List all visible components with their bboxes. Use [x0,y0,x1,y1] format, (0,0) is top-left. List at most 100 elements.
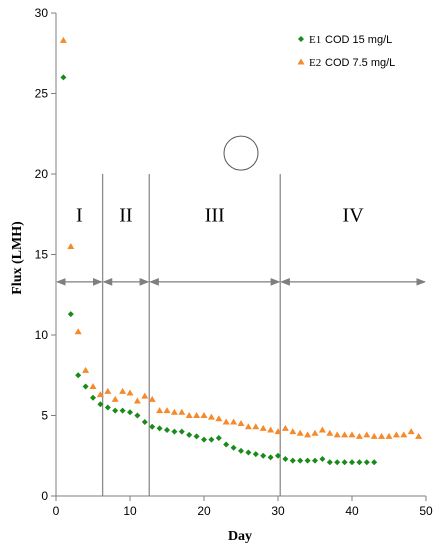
e2-point-6 [96,391,104,398]
e2-point-35 [311,429,319,436]
y-axis-title: Flux (LMH) [10,221,25,295]
e2-point-37 [326,429,334,436]
e1-point-40 [349,459,355,466]
e2-point-28 [259,424,267,431]
e1-point-29 [267,454,274,461]
e2-point-26 [244,423,252,430]
e1-point-12 [141,418,148,425]
legend-item-e1: E1 COD 15 mg/L [298,34,392,46]
e1-point-28 [260,452,267,459]
legend-marker-e2 [297,58,305,65]
e1-point-15 [164,426,170,433]
e1-point-8 [112,407,119,414]
e1-point-19 [193,433,200,440]
e1-point-30 [275,452,281,459]
e2-point-45 [385,432,393,439]
e1-point-14 [156,425,163,432]
e1-point-25 [238,447,244,454]
x-tick-label: 40 [345,504,359,518]
e1-point-17 [178,428,185,435]
e2-point-15 [163,407,171,414]
e1-point-35 [312,457,318,464]
e2-point-40 [348,431,356,438]
e1-point-38 [334,459,341,466]
e1-point-7 [104,404,111,411]
y-tick-label: 20 [35,167,49,181]
points-layer [59,36,423,466]
y-tick-label: 25 [35,87,49,101]
e2-point-29 [267,426,275,433]
y-tick-label: 10 [35,328,49,342]
x-tick-label: 10 [123,504,137,518]
e1-point-41 [356,459,363,466]
e2-point-10 [126,389,134,396]
legend-prefix-e1: E1 [309,34,321,46]
e2-point-7 [104,387,112,394]
e1-point-16 [171,428,178,435]
e2-point-38 [333,431,341,438]
legend-label-e1: COD 15 mg/L [325,34,392,46]
e1-point-1 [60,74,67,81]
e2-point-44 [378,432,386,439]
e2-point-31 [281,424,289,431]
e2-point-2 [67,242,75,249]
y-tick-label: 15 [35,248,49,262]
e2-point-43 [370,432,378,439]
legend: E1 COD 15 mg/L E2 COD 7.5 mg/L [297,34,395,69]
y-tick-label: 30 [35,6,49,20]
e1-point-33 [297,457,304,464]
e1-point-23 [223,441,230,448]
e2-point-19 [193,412,201,418]
e1-point-34 [304,457,311,464]
e2-point-22 [215,415,223,422]
e2-point-36 [318,426,326,433]
e2-point-48 [407,428,415,435]
e2-point-30 [274,428,282,435]
e1-point-18 [186,431,193,438]
e2-point-13 [148,395,156,402]
e2-point-16 [170,408,178,415]
e1-point-13 [149,423,156,430]
e2-point-46 [392,431,400,438]
e1-point-20 [201,436,207,443]
e2-point-34 [304,431,312,438]
e2-point-41 [355,432,363,439]
e2-point-9 [119,387,127,394]
e1-point-3 [75,372,82,379]
e1-point-26 [245,449,252,456]
e2-point-47 [400,431,408,438]
e1-point-11 [134,412,141,419]
e1-point-2 [67,311,74,318]
e2-point-20 [200,412,208,418]
phase-layer: I II III IV [56,135,426,496]
e2-point-17 [178,408,186,415]
phase-label-III: III [205,204,225,226]
legend-marker-e1 [298,36,304,42]
e1-point-5 [90,394,96,401]
legend-prefix-e2: E2 [309,57,321,69]
e2-point-3 [74,328,82,335]
e1-point-22 [215,435,222,442]
x-tick-label: 50 [419,504,433,518]
e1-point-37 [326,459,333,466]
y-tick-label: 5 [41,409,48,423]
annotation-circle [223,135,259,171]
axes-layer: 0 5 10 15 20 25 30 0 10 20 30 40 50 [35,6,433,518]
x-tick-label: 0 [53,504,60,518]
e1-point-6 [97,401,104,408]
e2-point-27 [252,423,260,430]
e1-point-36 [319,455,326,462]
e2-point-23 [222,418,230,425]
e1-point-24 [230,444,237,451]
e2-point-14 [156,407,164,414]
e1-point-32 [289,457,296,464]
e2-point-25 [237,420,245,427]
e1-point-39 [341,459,348,466]
e2-point-21 [207,413,215,420]
e1-point-42 [363,459,370,466]
e1-point-10 [127,409,133,416]
legend-item-e2: E2 COD 7.5 mg/L [297,57,395,69]
e2-point-12 [141,392,149,399]
e2-point-5 [89,383,97,390]
